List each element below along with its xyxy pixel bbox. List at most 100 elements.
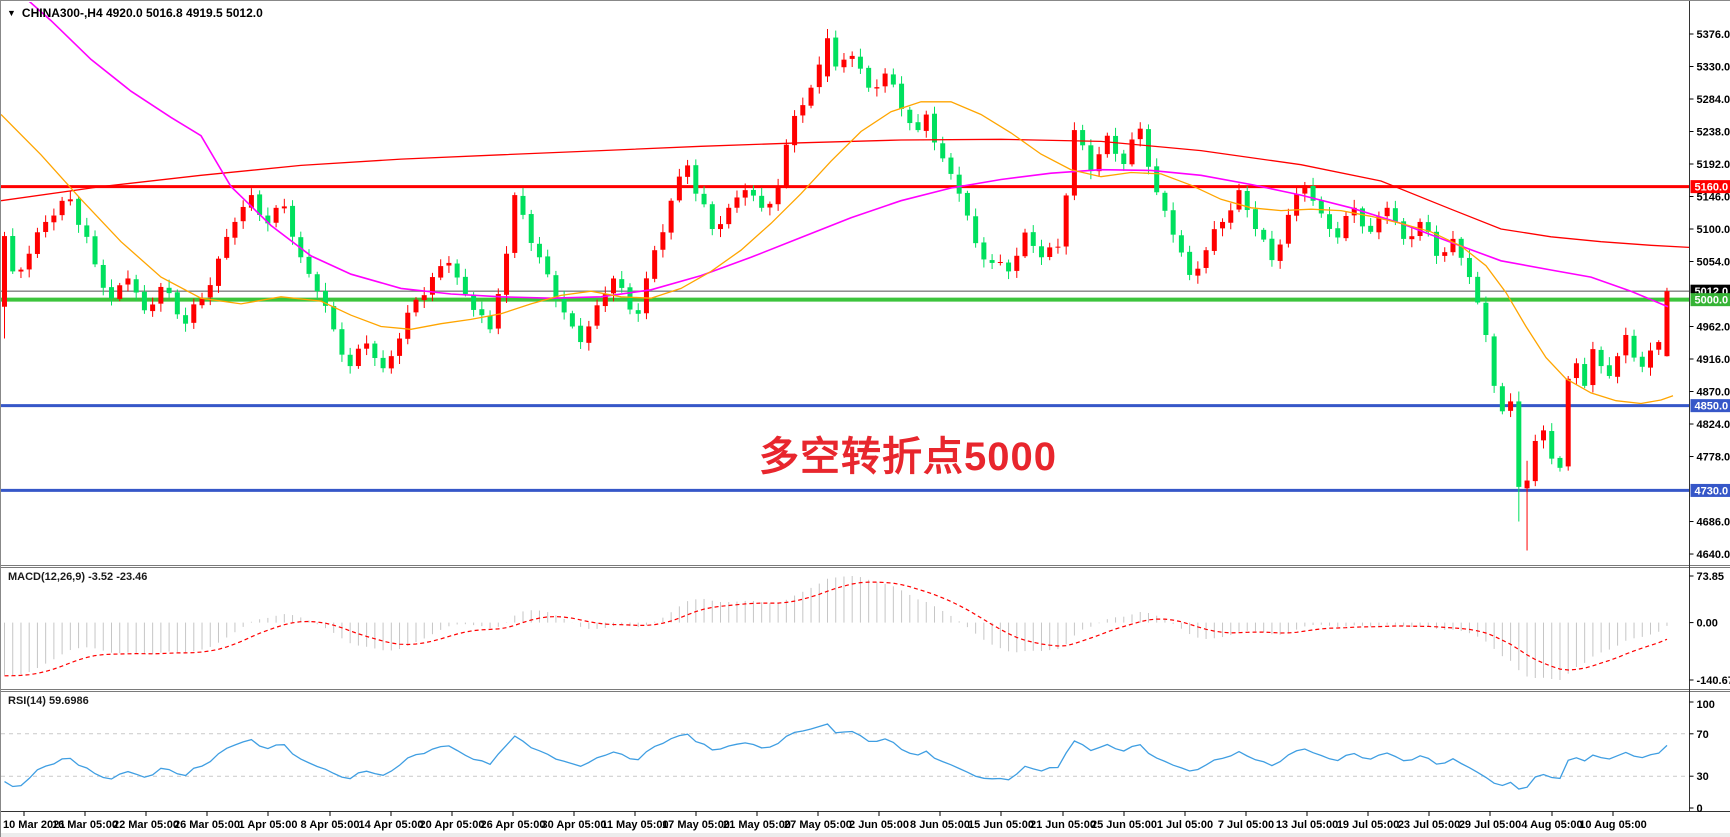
candle-body	[948, 157, 954, 174]
time-axis-label: 22 Mar 05:00	[113, 819, 179, 831]
candle-body	[405, 312, 411, 339]
candle-body	[1071, 130, 1077, 196]
candlestick-series	[2, 29, 1670, 551]
price-axis-label: 4870.0	[1697, 387, 1730, 399]
candle-body	[67, 199, 73, 202]
candle-body	[1145, 129, 1151, 167]
candle-body	[1211, 229, 1217, 251]
candle-body	[660, 232, 666, 250]
candle-body	[1384, 207, 1390, 217]
candle-body	[1129, 139, 1135, 165]
candle-body	[742, 190, 748, 198]
ma-fast-orange	[1, 101, 1674, 405]
candle-body	[800, 105, 806, 116]
candle-body	[438, 266, 444, 278]
candle-body	[1302, 185, 1308, 194]
candle-body	[273, 207, 279, 223]
candle-body	[248, 195, 254, 208]
rsi-axis-label: 100	[1697, 699, 1715, 711]
time-axis-label: 16 Mar 05:00	[52, 819, 118, 831]
candle-body	[1359, 208, 1365, 227]
candle-body	[1047, 247, 1053, 257]
candle-body	[1442, 252, 1448, 256]
time-axis-label: 25 Jun 05:00	[1091, 819, 1157, 831]
time-axis-label: 1 Jul 05:00	[1157, 819, 1213, 831]
candle-body	[2, 236, 7, 307]
candle-body	[1088, 145, 1094, 172]
candle-body	[1063, 195, 1069, 247]
candle-body	[792, 115, 798, 146]
candle-body	[1573, 363, 1579, 379]
candle-body	[1154, 166, 1160, 193]
candle-body	[553, 275, 559, 300]
time-axis-label: 14 Apr 05:00	[358, 819, 423, 831]
candle-body	[989, 260, 995, 263]
candle-body	[18, 269, 24, 272]
candle-body	[1228, 210, 1234, 223]
candle-body	[1252, 209, 1258, 230]
candle-body	[767, 203, 773, 208]
price-axis[interactable]: 5376.0 5330.0 5284.0 5238.0 5192.0 5146.0 5100…	[1689, 29, 1730, 815]
time-axis-label: 17 May 05:00	[662, 819, 730, 831]
candle-body	[833, 37, 839, 67]
candle-body	[1310, 185, 1316, 201]
candle-body	[594, 305, 600, 326]
level-price-tag	[1690, 180, 1730, 194]
candle-body	[339, 329, 345, 355]
candle-body	[191, 304, 197, 323]
candle-body	[569, 313, 575, 327]
level-price-tag	[1690, 483, 1730, 497]
candle-body	[388, 356, 394, 369]
chart-title-bar: ▼ CHINA300-,H4 4920.0 5016.8 4919.5 5012…	[7, 6, 263, 20]
candle-body	[314, 274, 320, 292]
time-axis-label: 26 Apr 05:00	[480, 819, 545, 831]
candle-body	[1137, 128, 1143, 140]
time-axis-label: 21 May 05:00	[723, 819, 791, 831]
candle-body	[808, 87, 814, 106]
candle-body	[215, 258, 221, 286]
candle-body	[1491, 336, 1497, 386]
time-axis-label: 10 Aug 05:00	[1579, 819, 1646, 831]
time-axis-label: 8 Apr 05:00	[301, 819, 360, 831]
candle-body	[981, 242, 987, 260]
candle-body	[281, 206, 287, 209]
candle-body	[1038, 246, 1044, 258]
candle-body	[1516, 401, 1522, 487]
candle-body	[397, 338, 403, 356]
candle-body	[322, 290, 328, 306]
candle-body	[76, 198, 82, 225]
candle-body	[1113, 135, 1119, 154]
candle-body	[174, 292, 180, 315]
candle-body	[1170, 210, 1176, 235]
candle-body	[372, 343, 378, 359]
candle-body	[750, 189, 756, 196]
candle-body	[471, 294, 477, 310]
candle-body	[1376, 216, 1382, 233]
price-axis-label: 4916.0	[1697, 354, 1730, 366]
candle-body	[693, 165, 699, 194]
symbol-dropdown-icon[interactable]: ▼	[7, 7, 16, 18]
candle-body	[1030, 232, 1036, 246]
candle-body	[479, 309, 485, 316]
candle-body	[10, 236, 16, 272]
candle-body	[635, 310, 641, 314]
candle-body	[1615, 356, 1621, 377]
candle-body	[43, 221, 49, 232]
price-axis-label: 5146.0	[1697, 192, 1730, 204]
candle-body	[1269, 238, 1275, 261]
moving-averages	[1, 2, 1689, 405]
candle-body	[973, 216, 979, 244]
candle-body	[1434, 231, 1440, 256]
level-price-tag	[1690, 293, 1730, 307]
price-axis-label: 5284.0	[1697, 94, 1730, 106]
rsi-line	[4, 723, 1668, 790]
candle-body	[1121, 153, 1127, 165]
candle-body	[1285, 214, 1291, 244]
candle-body	[1623, 334, 1629, 356]
candle-body	[1549, 431, 1555, 459]
candle-body	[602, 294, 608, 307]
price-axis-label: 5054.0	[1697, 257, 1730, 269]
